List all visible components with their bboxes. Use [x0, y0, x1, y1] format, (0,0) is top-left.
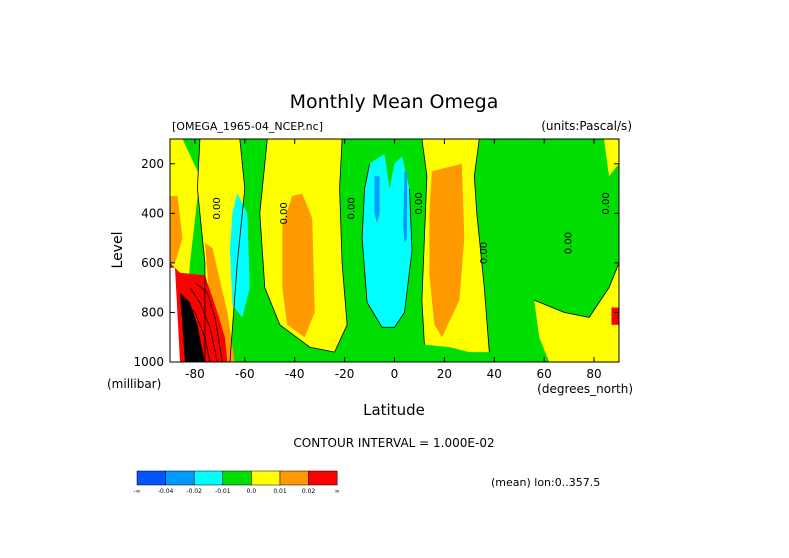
plot-area: 0.00 0.00 0.00 0.00 0.00 0.00 0.00 [170, 139, 619, 362]
contour-interval-text: CONTOUR INTERVAL = 1.000E-02 [293, 436, 494, 450]
y-tick-label: 800 [141, 305, 164, 319]
x-tick-label: -20 [335, 367, 355, 381]
legend-swatch [308, 470, 338, 486]
contour-region-14 [403, 171, 407, 244]
legend-label: -0.04 [158, 488, 174, 495]
contour-region-17 [170, 267, 180, 362]
legend-label: 0.01 [273, 488, 287, 495]
contour-region-11 [229, 193, 250, 318]
x-tick-label: 20 [437, 367, 452, 381]
contour-label-4: 0.00 [479, 242, 490, 264]
mean-lon-text: (mean) lon:0..357.5 [491, 476, 600, 489]
legend-label: -0.02 [186, 488, 202, 495]
y-tick-label: 1000 [133, 355, 164, 369]
contour-line-1 [229, 139, 246, 362]
x-tick-label: -80 [185, 367, 205, 381]
y-axis-title: Level [110, 232, 126, 269]
contour-region-8 [282, 193, 315, 338]
contour-line-0 [196, 139, 206, 362]
legend-label: -0.01 [215, 488, 231, 495]
x-tick-label: -60 [235, 367, 255, 381]
legend-swatch [193, 470, 224, 486]
contour-line-9 [189, 287, 218, 362]
contour-region-18 [180, 292, 205, 362]
file-label: [OMEGA_1965-04_NCEP.nc] [172, 120, 323, 133]
legend-label: 0.0 [247, 488, 257, 495]
y-tick-label: 600 [141, 256, 164, 270]
contour-line-4 [361, 163, 413, 328]
contour-line-10 [194, 282, 223, 362]
y-tick-label: 400 [141, 206, 164, 220]
contour-line-7 [534, 262, 619, 318]
x-axis-units: (degrees_north) [537, 382, 633, 396]
legend-label: 0.02 [302, 488, 316, 495]
x-tick-label: 0 [391, 367, 399, 381]
legend-label: -∞ [133, 488, 140, 495]
contour-line-6 [473, 139, 490, 353]
x-tick-label: 80 [586, 367, 601, 381]
contour-region-13 [374, 176, 380, 224]
contour-line-3 [334, 139, 348, 353]
units-label: (units:Pascal/s) [541, 119, 632, 133]
contour-label-1: 0.00 [279, 202, 290, 224]
chart-title: Monthly Mean Omega [290, 91, 499, 113]
legend-swatch [136, 470, 166, 486]
contour-label-5: 0.00 [564, 232, 575, 254]
legend-swatch [222, 470, 252, 486]
contour-region-7 [170, 196, 183, 263]
y-axis-units: (millibar) [107, 377, 161, 391]
contour-label-0: 0.00 [212, 197, 223, 219]
contour-region-9 [429, 163, 465, 338]
legend-label: ∞ [335, 488, 340, 495]
contour-line-5 [421, 139, 428, 345]
x-tick-label: -40 [285, 367, 305, 381]
contour-region-16 [611, 307, 619, 325]
color-legend: -∞ -0.04 -0.02 -0.01 0.0 0.01 0.02 ∞ [133, 470, 340, 495]
legend-swatch [279, 470, 309, 486]
x-tick-label: 40 [487, 367, 502, 381]
contour-label-2: 0.00 [347, 197, 358, 219]
x-tick-label: 60 [537, 367, 552, 381]
legend-swatch [165, 470, 195, 486]
y-tick-label: 200 [141, 157, 164, 171]
contour-region-6 [604, 139, 619, 177]
contour-region-5 [534, 262, 619, 362]
contour-label-3: 0.00 [414, 192, 425, 214]
legend-swatch [251, 470, 281, 486]
x-axis-title: Latitude [363, 401, 425, 419]
contour-line-8 [184, 302, 211, 362]
contour-line-2 [259, 139, 335, 353]
contour-label-6: 0.00 [601, 192, 612, 214]
